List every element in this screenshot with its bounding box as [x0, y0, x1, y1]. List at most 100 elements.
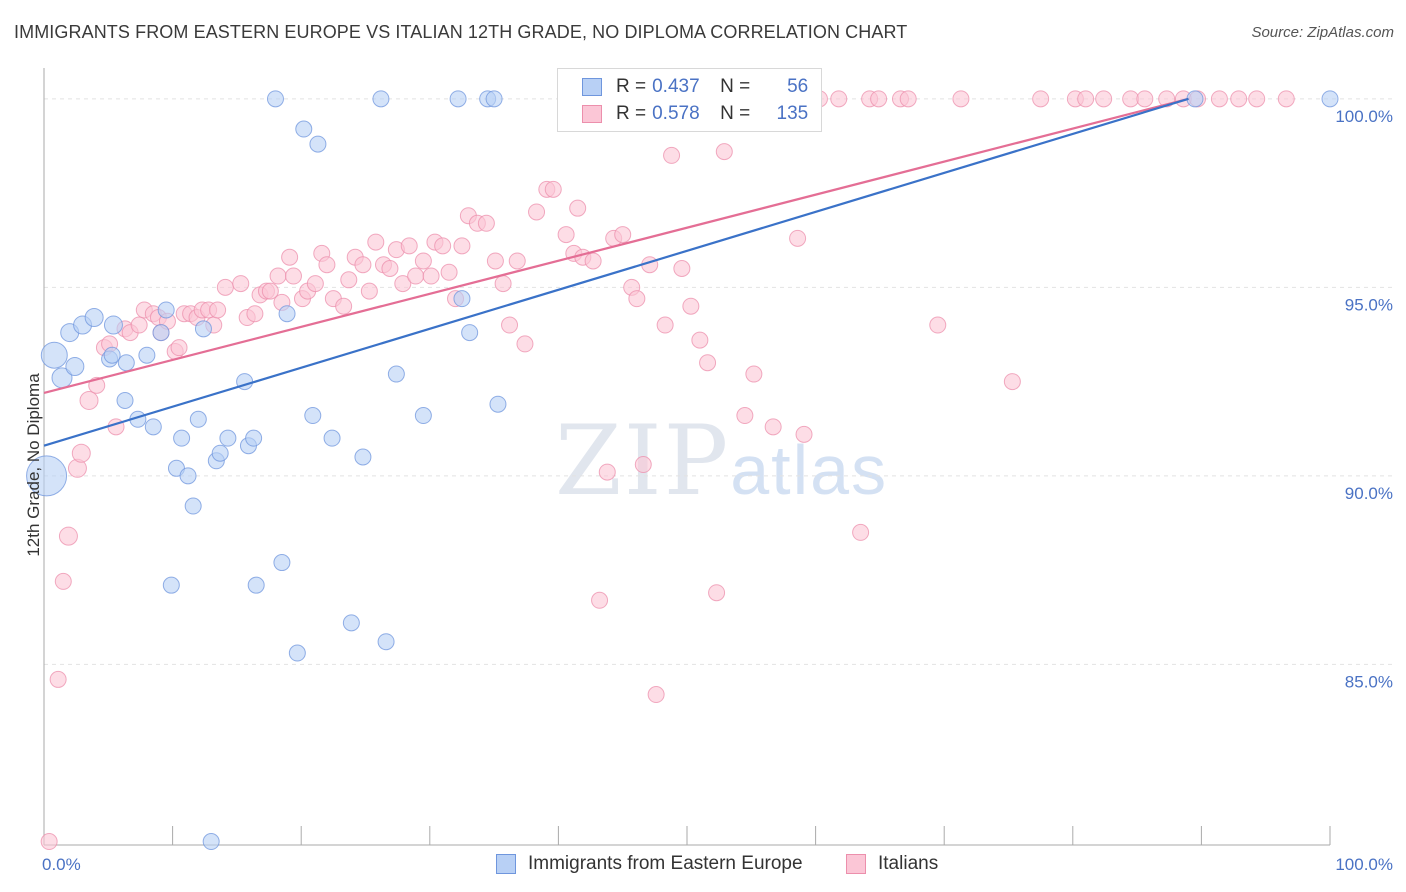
point-eastern-europe	[162, 576, 180, 594]
point-italians	[852, 523, 870, 541]
point-eastern-europe	[117, 354, 135, 372]
point-italians	[261, 282, 279, 300]
point-italians	[614, 226, 632, 244]
point-eastern-europe	[84, 308, 104, 328]
legend-n-value: 56	[787, 76, 809, 97]
point-italians	[381, 260, 399, 277]
point-italians	[656, 316, 674, 334]
point-eastern-europe	[103, 315, 123, 335]
point-italians	[354, 256, 372, 274]
point-italians	[318, 256, 336, 274]
point-eastern-europe	[1186, 90, 1204, 108]
point-eastern-europe	[485, 90, 503, 108]
bottom-legend-swatch-italians	[846, 854, 866, 874]
point-eastern-europe	[184, 497, 202, 515]
trend-line-eastern-europe	[43, 97, 1189, 447]
point-italians	[1230, 90, 1248, 108]
point-italians	[544, 180, 562, 198]
point-italians	[360, 282, 378, 300]
point-eastern-europe	[449, 90, 467, 108]
point-italians	[673, 260, 691, 277]
series-eastern-europe	[26, 90, 1339, 851]
point-italians	[54, 572, 72, 590]
legend-row-eastern-europe: R = 0.437 N = 56	[582, 74, 808, 100]
point-italians	[340, 271, 358, 289]
point-italians	[1210, 90, 1228, 108]
legend-box: R = 0.437 N = 56 R = 0.578 N = 135	[557, 68, 822, 132]
point-italians	[870, 90, 888, 108]
point-italians	[232, 275, 250, 293]
axes	[43, 68, 1331, 846]
point-eastern-europe	[304, 407, 322, 425]
point-eastern-europe	[414, 407, 432, 425]
point-eastern-europe	[202, 833, 220, 851]
point-italians	[367, 233, 385, 251]
point-eastern-europe	[194, 320, 212, 338]
point-eastern-europe	[1321, 90, 1339, 108]
point-italians	[569, 199, 587, 217]
legend-swatch-italians	[582, 105, 602, 123]
y-tick-label: 95.0%	[1345, 295, 1393, 314]
y-tick-label: 90.0%	[1345, 484, 1393, 503]
point-eastern-europe	[179, 467, 197, 485]
point-eastern-europe	[173, 429, 191, 447]
point-italians	[269, 267, 287, 285]
point-italians	[1277, 90, 1295, 108]
point-eastern-europe	[138, 346, 156, 364]
legend-n-label: N =	[720, 103, 751, 124]
point-eastern-europe	[26, 455, 68, 497]
point-italians	[634, 456, 652, 474]
point-eastern-europe	[219, 429, 237, 447]
point-italians	[1248, 90, 1266, 108]
point-italians	[1077, 90, 1095, 108]
point-italians	[1032, 90, 1050, 108]
point-eastern-europe	[342, 614, 360, 632]
point-italians	[1136, 90, 1154, 108]
point-italians	[501, 316, 519, 334]
point-italians	[494, 275, 512, 293]
point-eastern-europe	[245, 429, 263, 447]
point-italians	[216, 278, 234, 296]
point-italians	[407, 267, 425, 285]
point-eastern-europe	[273, 554, 291, 572]
point-italians	[170, 339, 188, 357]
point-italians	[516, 335, 534, 353]
x-tick-label-min: 0.0%	[42, 855, 81, 874]
point-eastern-europe	[189, 410, 207, 428]
point-italians	[557, 226, 575, 244]
point-italians	[434, 237, 452, 255]
point-eastern-europe	[354, 448, 372, 466]
point-italians	[281, 248, 299, 266]
point-italians	[708, 584, 726, 602]
chart-title: IMMIGRANTS FROM EASTERN EUROPE VS ITALIA…	[14, 22, 908, 42]
point-italians	[130, 316, 148, 334]
point-italians	[40, 833, 58, 851]
point-italians	[400, 237, 418, 255]
point-italians	[715, 143, 733, 161]
point-italians	[952, 90, 970, 108]
trend-lines	[43, 97, 1189, 447]
point-italians	[1003, 373, 1021, 391]
bottom-legend-swatch-eastern-europe	[496, 854, 516, 874]
point-eastern-europe	[288, 644, 306, 662]
point-eastern-europe	[157, 301, 175, 319]
point-italians	[209, 301, 227, 319]
point-eastern-europe	[372, 90, 390, 108]
point-italians	[764, 418, 782, 436]
point-italians	[691, 331, 709, 349]
point-italians	[899, 90, 917, 108]
y-tick-label: 100.0%	[1335, 107, 1393, 126]
point-italians	[584, 252, 602, 270]
legend-n-label: N =	[720, 76, 751, 97]
point-italians	[1095, 90, 1113, 108]
point-eastern-europe	[453, 290, 471, 308]
point-eastern-europe	[103, 346, 121, 364]
x-tick-label-max: 100.0%	[1335, 855, 1393, 874]
point-italians	[394, 275, 412, 293]
point-italians	[477, 214, 495, 232]
y-axis-label: 12th Grade, No Diploma	[24, 373, 43, 557]
bottom-legend-label-eastern-europe: Immigrants from Eastern Europe	[528, 853, 803, 874]
watermark: ZIPatlas	[555, 405, 888, 517]
legend-row-italians: R = 0.578 N = 135	[582, 101, 808, 127]
